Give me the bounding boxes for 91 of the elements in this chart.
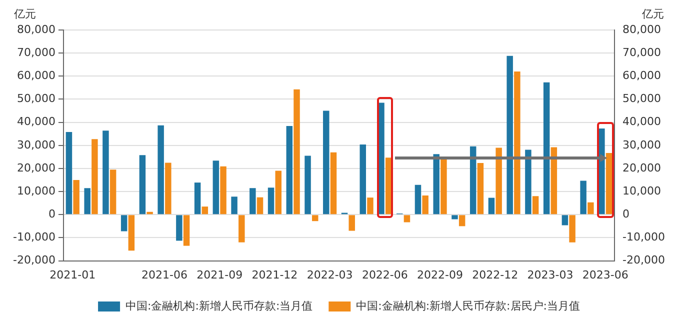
y-axis-title: 亿元 bbox=[13, 7, 36, 20]
bar bbox=[506, 56, 513, 214]
y-tick-label: 80,000 bbox=[16, 22, 56, 36]
bar bbox=[120, 215, 128, 232]
y2-tick-label: -20,000 bbox=[622, 254, 666, 267]
bar bbox=[256, 197, 264, 214]
y2-tick-label: 80,000 bbox=[622, 22, 662, 36]
y-tick-label: 40,000 bbox=[16, 115, 56, 128]
y2-tick-label: 60,000 bbox=[622, 69, 662, 82]
x-tick-label: 2021-12 bbox=[252, 268, 298, 282]
bar bbox=[404, 215, 410, 222]
bar bbox=[569, 215, 576, 242]
bar bbox=[220, 166, 226, 214]
legend-label: 中国:金融机构:新增人民币存款:居民户:当月值 bbox=[356, 299, 580, 312]
bar bbox=[606, 153, 612, 214]
bar bbox=[139, 155, 146, 214]
bar bbox=[84, 188, 90, 214]
y2-tick-label: 50,000 bbox=[622, 92, 662, 106]
bar bbox=[268, 188, 274, 214]
y-tick-label: 60,000 bbox=[16, 69, 56, 82]
bar bbox=[202, 206, 208, 214]
bar bbox=[588, 202, 594, 214]
bar bbox=[550, 147, 558, 214]
bar bbox=[231, 196, 238, 214]
y2-axis-title: 亿元 bbox=[641, 7, 664, 20]
bar bbox=[183, 215, 190, 246]
bar bbox=[165, 162, 172, 214]
bar bbox=[348, 215, 355, 231]
bar bbox=[128, 215, 135, 251]
y-tick-label: -20,000 bbox=[12, 254, 56, 267]
bar bbox=[294, 89, 300, 214]
bar bbox=[312, 215, 318, 222]
y2-tick-label: 70,000 bbox=[622, 46, 662, 59]
y2-tick-label: 0 bbox=[622, 208, 630, 220]
bar bbox=[458, 215, 466, 226]
bar bbox=[146, 212, 153, 214]
y-tick-label: 20,000 bbox=[16, 161, 56, 174]
bar bbox=[238, 215, 245, 242]
bar bbox=[360, 144, 366, 214]
y2-tick-label: 30,000 bbox=[622, 138, 662, 152]
bar bbox=[562, 215, 568, 226]
bar bbox=[543, 82, 550, 214]
x-tick-label: 2022-06 bbox=[362, 268, 408, 282]
x-tick-label: 2021-01 bbox=[50, 268, 96, 282]
x-tick-label: 2021-09 bbox=[196, 268, 243, 282]
bar bbox=[275, 170, 282, 214]
bar bbox=[212, 160, 220, 214]
bar bbox=[92, 139, 98, 214]
bar bbox=[194, 182, 201, 214]
bar bbox=[488, 198, 495, 214]
bar bbox=[440, 159, 447, 214]
bar bbox=[514, 72, 520, 214]
y-tick-label: 70,000 bbox=[16, 46, 56, 59]
bar bbox=[496, 148, 502, 214]
bar bbox=[367, 198, 374, 214]
y-tick-label: 50,000 bbox=[16, 92, 56, 106]
bar bbox=[525, 150, 532, 214]
y-tick-label: 0 bbox=[48, 208, 56, 220]
bar bbox=[102, 130, 109, 214]
bar bbox=[158, 125, 164, 214]
y-tick-label: -10,000 bbox=[12, 230, 56, 244]
bar bbox=[470, 146, 476, 214]
bar bbox=[304, 156, 311, 214]
y2-tick-label: -10,000 bbox=[622, 230, 666, 244]
bar bbox=[66, 132, 72, 214]
x-tick-label: 2023-06 bbox=[582, 268, 628, 282]
bar bbox=[330, 152, 337, 214]
bar bbox=[286, 126, 293, 214]
bar bbox=[532, 196, 539, 214]
y-tick-label: 30,000 bbox=[16, 138, 56, 152]
bar bbox=[250, 188, 256, 214]
y-tick-label: 10,000 bbox=[16, 184, 56, 198]
x-tick-label: 2023-03 bbox=[527, 268, 574, 282]
bar bbox=[414, 184, 422, 214]
y2-tick-label: 20,000 bbox=[622, 161, 662, 174]
bar bbox=[176, 215, 182, 241]
y2-tick-label: 40,000 bbox=[622, 115, 662, 128]
bar bbox=[110, 170, 116, 214]
x-tick-label: 2021-06 bbox=[142, 268, 188, 282]
bar bbox=[422, 195, 428, 214]
bar bbox=[323, 110, 330, 214]
x-tick-label: 2022-03 bbox=[306, 268, 353, 282]
bar bbox=[477, 162, 484, 214]
y2-tick-label: 10,000 bbox=[622, 184, 662, 198]
bar bbox=[73, 180, 80, 214]
legend-label: 中国:金融机构:新增人民币存款:当月值 bbox=[126, 299, 313, 312]
bar bbox=[433, 154, 440, 214]
x-tick-label: 2022-12 bbox=[472, 268, 518, 282]
bar bbox=[580, 180, 586, 214]
x-tick-label: 2022-09 bbox=[417, 268, 464, 282]
bar bbox=[452, 215, 458, 220]
